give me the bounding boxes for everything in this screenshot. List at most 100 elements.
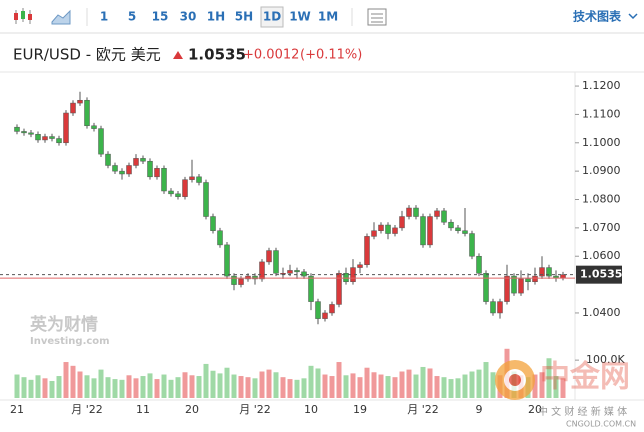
volume-bar (266, 369, 272, 398)
interval-button[interactable]: 1M (318, 10, 338, 24)
interval-button[interactable]: 1W (289, 10, 311, 24)
volume-bar (203, 363, 209, 398)
x-tick-label: 20 (185, 403, 199, 416)
volume-bar (420, 366, 426, 398)
candle-body (392, 227, 398, 234)
candle-body (224, 244, 230, 277)
candle-body (280, 272, 286, 275)
volume-bar (413, 374, 419, 398)
candle-body (301, 271, 307, 277)
volume-bar (532, 374, 538, 398)
volume-bar (427, 368, 433, 398)
y-tick-label: 1.1100 (582, 107, 621, 120)
candle-body (147, 160, 153, 178)
candle-body (455, 227, 461, 231)
y-tick-label: 1.0800 (582, 193, 621, 206)
volume-bar (182, 372, 188, 398)
volume-tick-label: 100.0K (586, 353, 625, 366)
up-arrow (173, 51, 183, 59)
volume-bar (357, 377, 363, 398)
candle-body (315, 301, 321, 319)
indicators-icon[interactable] (367, 8, 387, 26)
candle-body (308, 275, 314, 302)
candle-body (378, 224, 384, 231)
volume-bar (98, 369, 104, 398)
last-price-badge (576, 265, 622, 284)
candle-body (476, 255, 482, 274)
y-tick-label: 1.0400 (582, 306, 621, 319)
volume-bar (315, 368, 321, 398)
x-tick-label: 月 '22 (239, 403, 271, 416)
candle-body (497, 301, 503, 314)
volume-bar (245, 377, 251, 398)
volume-bar (308, 365, 314, 398)
watermark-brand-sub: Investing.com (30, 336, 110, 347)
interval-button[interactable]: 15 (152, 10, 169, 24)
change-pct: (+0.11%) (300, 48, 362, 63)
volume-bar (189, 375, 195, 398)
candle-body (217, 230, 223, 246)
volume-bar (210, 370, 216, 398)
volume-bar (343, 375, 349, 398)
candle-body (245, 275, 251, 280)
watermark-brand: 英为财情 (30, 314, 98, 335)
volume-bar (21, 377, 27, 398)
volume-bar (70, 365, 76, 398)
candle-body (56, 138, 62, 144)
candle-body (35, 134, 41, 141)
candle-body (210, 216, 216, 231)
candle-body (182, 179, 188, 197)
watermark-site-url: CNGOLD.COM.CN (566, 420, 636, 429)
volume-bar (273, 372, 279, 398)
candle-body (483, 272, 489, 302)
area-icon[interactable] (51, 9, 71, 25)
volume-bar (462, 374, 468, 398)
candle-body (133, 158, 139, 166)
volume-bar (133, 378, 139, 398)
candle-body (357, 264, 363, 268)
candle-icon[interactable] (14, 8, 32, 24)
volume-bar (287, 379, 293, 398)
candle-body (98, 128, 104, 155)
volume-bar (49, 380, 55, 398)
tech-chart-link[interactable]: 技术图表 (573, 9, 622, 24)
candle-body (21, 131, 27, 134)
volume-bar (385, 376, 391, 398)
candle-body (70, 102, 76, 114)
x-tick-label: 9 (476, 403, 483, 416)
dropdown-arrow[interactable] (628, 13, 638, 20)
candle-body (441, 210, 447, 223)
volume-bar (147, 373, 153, 398)
interval-button[interactable]: 5 (128, 10, 136, 24)
volume-bar (490, 372, 496, 398)
candle-body (287, 270, 293, 274)
y-tick-label: 1.1200 (582, 79, 621, 92)
candle-body (511, 275, 517, 294)
x-tick-label: 21 (10, 403, 24, 416)
volume-bar (448, 379, 454, 398)
candle-body (406, 207, 412, 217)
candle-body (560, 274, 566, 279)
volume-bar (217, 373, 223, 398)
interval-button[interactable]: 1 (100, 10, 108, 24)
candle-body (371, 230, 377, 237)
candle-body (420, 216, 426, 246)
candle-body (168, 190, 174, 195)
candle-body (112, 165, 118, 172)
candle-body (49, 136, 55, 139)
interval-button[interactable]: 1H (207, 10, 225, 24)
candle-body (413, 207, 419, 217)
watermark-site-sub: 中 文 财 经 新 媒 体 (538, 405, 627, 418)
x-tick-label: 11 (136, 403, 150, 416)
candle-body (259, 261, 265, 280)
volume-bar (441, 377, 447, 398)
volume-bar (476, 369, 482, 398)
interval-button[interactable]: 5H (235, 10, 253, 24)
interval-button[interactable]: 30 (180, 10, 197, 24)
candle-body (140, 158, 146, 162)
candle-body (266, 250, 272, 263)
volume-bar (539, 372, 545, 398)
y-tick-label: 1.0900 (582, 164, 621, 177)
volume-bar (406, 369, 412, 398)
interval-button[interactable]: 1D (263, 10, 281, 24)
